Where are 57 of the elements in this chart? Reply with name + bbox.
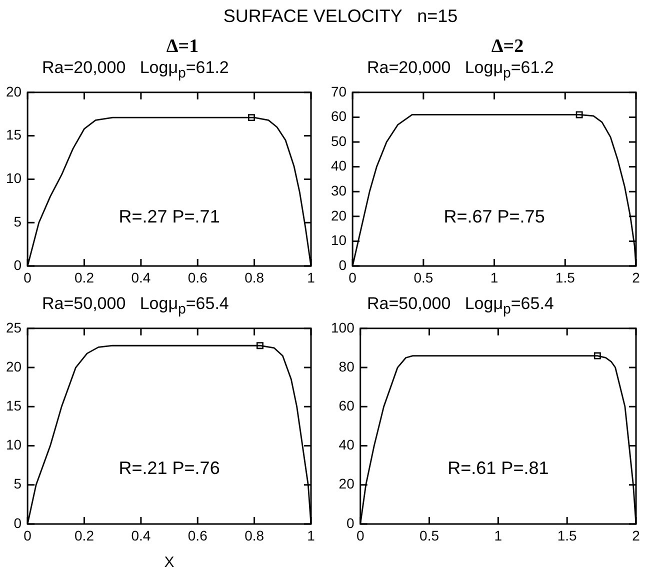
x-tick-label: 2 [632, 527, 640, 544]
x-tick-label: 0 [24, 527, 32, 544]
x-tick-label: 0.2 [74, 527, 94, 544]
text: Ra=50,000 Logμ$_{p}$=65.4 [366, 294, 555, 318]
x-tick-label: 1 [494, 527, 502, 544]
y-tick-label: 10 [6, 170, 22, 186]
x-tick-label: 1 [307, 269, 316, 286]
y-tick-label: 20 [6, 83, 22, 100]
y-tick-label: 5 [14, 213, 22, 230]
y-tick-label: 10 [6, 436, 22, 453]
x-tick-label: 1.5 [557, 527, 578, 544]
y-tick-label: 10 [330, 232, 347, 248]
y-tick-label: 0 [14, 514, 22, 531]
text: Ra=50,000 Logμ$_{p}$=65.4 [41, 294, 230, 318]
x-tick-label: 1 [307, 527, 316, 544]
annotation: R=.61 P=.81 [448, 458, 549, 478]
x-tick-label: 0.5 [414, 269, 434, 286]
y-tick-label: 0 [346, 514, 355, 531]
y-tick-label: 60 [330, 108, 347, 124]
x-tick-label: 0.6 [188, 527, 208, 544]
y-tick-label: 0 [14, 256, 22, 273]
x-tick-label: 0.6 [188, 269, 208, 286]
y-tick-label: 25 [6, 319, 22, 336]
annotation: R=.67 P=.75 [444, 206, 545, 226]
annotation: R=.27 P=.71 [118, 206, 220, 226]
chart-subtitle: Δ=2 [490, 36, 525, 58]
y-tick-label: 20 [338, 476, 355, 492]
y-tick-label: 5 [14, 476, 22, 492]
y-tick-label: 100 [331, 319, 355, 336]
y-tick-label: 60 [338, 398, 355, 414]
x-tick-label: 0.8 [244, 527, 264, 544]
y-tick-label: 80 [338, 358, 355, 374]
y-tick-label: 70 [330, 83, 347, 100]
x-tick-label: 1 [490, 269, 498, 286]
chart-subtitle: Δ=1 [165, 36, 200, 58]
x-axis-title: X [164, 554, 174, 572]
y-tick-label: 15 [6, 126, 22, 143]
y-tick-label: 0 [338, 256, 347, 273]
x-tick-label: 0 [24, 269, 32, 286]
y-tick-label: 20 [330, 207, 347, 224]
x-tick-label: 2 [632, 269, 640, 286]
y-tick-label: 50 [330, 132, 347, 149]
x-tick-label: 0.5 [420, 527, 440, 544]
x-tick-label: 0.2 [74, 269, 94, 286]
y-tick-label: 30 [330, 182, 347, 198]
annotation: R=.21 P=.76 [118, 458, 220, 478]
chart-title: SURFACE VELOCITY n=15 [222, 5, 459, 28]
x-tick-label: 0.4 [131, 527, 151, 544]
text: Ra=20,000 Logμ$_{p}$=61.2 [41, 58, 230, 82]
y-tick-label: 15 [6, 398, 22, 414]
y-tick-label: 40 [338, 436, 355, 453]
x-tick-label: 0.4 [131, 269, 151, 286]
text: Ra=20,000 Logμ$_{p}$=61.2 [366, 58, 555, 82]
y-tick-label: 20 [6, 358, 22, 374]
x-tick-label: 0.8 [244, 269, 264, 286]
y-tick-label: 40 [330, 158, 347, 174]
x-tick-label: 1.5 [555, 269, 576, 286]
